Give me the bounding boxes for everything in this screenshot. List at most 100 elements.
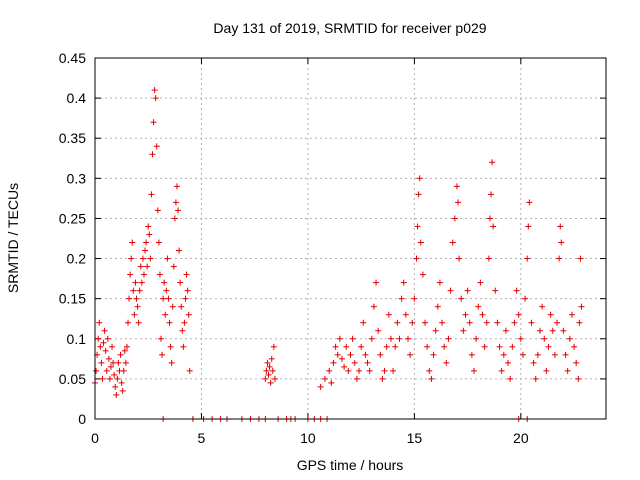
data-point <box>271 375 278 382</box>
data-point <box>103 367 110 374</box>
data-point <box>534 351 541 358</box>
data-point <box>266 363 273 370</box>
data-point <box>441 343 448 350</box>
data-point <box>370 303 377 310</box>
data-point <box>362 351 369 358</box>
data-point <box>140 271 147 278</box>
data-point <box>475 303 482 310</box>
data-point <box>99 375 106 382</box>
y-tick-label: 0.35 <box>59 130 86 146</box>
data-point <box>466 319 473 326</box>
data-point <box>428 375 435 382</box>
data-point <box>95 335 102 342</box>
data-point <box>470 367 477 374</box>
data-point <box>268 355 275 362</box>
data-point <box>447 287 454 294</box>
data-point <box>149 151 156 158</box>
data-point <box>165 295 172 302</box>
data-point <box>184 287 191 294</box>
data-points <box>92 87 585 422</box>
data-point <box>132 279 139 286</box>
data-point <box>479 311 486 318</box>
data-point <box>413 255 420 262</box>
data-point <box>576 319 583 326</box>
y-tick-label: 0.05 <box>59 371 86 387</box>
data-point <box>409 319 416 326</box>
data-point <box>488 191 495 198</box>
data-point <box>164 255 171 262</box>
data-point <box>483 319 490 326</box>
data-point <box>126 295 133 302</box>
data-point <box>557 223 564 230</box>
data-point <box>112 383 119 390</box>
data-point <box>502 327 509 334</box>
data-point <box>160 295 167 302</box>
data-point <box>556 255 563 262</box>
data-point <box>416 175 423 182</box>
data-point <box>394 319 401 326</box>
data-point <box>536 327 543 334</box>
data-point <box>541 335 548 342</box>
data-point <box>177 279 184 286</box>
data-point <box>485 255 492 262</box>
data-point <box>526 199 533 206</box>
data-point <box>458 295 465 302</box>
data-point <box>101 327 108 334</box>
data-point <box>400 279 407 286</box>
data-point <box>173 183 180 190</box>
data-point <box>123 343 130 350</box>
x-tick-label: 15 <box>407 430 423 446</box>
data-point <box>419 271 426 278</box>
data-point <box>515 311 522 318</box>
data-point <box>402 311 409 318</box>
data-point <box>262 375 269 382</box>
data-point <box>148 191 155 198</box>
data-point <box>547 311 554 318</box>
data-point <box>528 319 535 326</box>
data-point <box>562 351 569 358</box>
data-point <box>468 351 475 358</box>
data-point <box>464 287 471 294</box>
data-point <box>115 359 122 366</box>
data-point <box>127 271 134 278</box>
data-point <box>351 359 358 366</box>
data-point <box>430 351 437 358</box>
data-point <box>135 319 142 326</box>
data-point <box>436 279 443 286</box>
data-point <box>349 335 356 342</box>
data-point <box>524 255 531 262</box>
data-point <box>109 343 116 350</box>
data-point <box>136 287 143 294</box>
data-point <box>119 387 126 394</box>
data-point <box>422 319 429 326</box>
data-point <box>505 359 512 366</box>
y-tick-label: 0.4 <box>67 90 87 106</box>
data-point <box>125 319 132 326</box>
chart-title: Day 131 of 2019, SRMTID for receiver p02… <box>213 20 486 36</box>
data-point <box>111 371 118 378</box>
data-point <box>522 295 529 302</box>
data-point <box>489 159 496 166</box>
data-point <box>573 359 580 366</box>
data-point <box>179 327 186 334</box>
data-point <box>532 375 539 382</box>
data-point <box>481 343 488 350</box>
data-point <box>390 367 397 374</box>
data-point <box>426 367 433 374</box>
data-point <box>545 343 552 350</box>
data-point <box>144 263 151 270</box>
data-point <box>551 351 558 358</box>
data-point <box>110 359 117 366</box>
data-point <box>142 247 149 254</box>
data-point <box>105 355 112 362</box>
x-tick-label: 20 <box>513 430 529 446</box>
data-point <box>517 335 524 342</box>
data-point <box>358 343 365 350</box>
data-point <box>175 207 182 214</box>
data-point <box>460 327 467 334</box>
data-point <box>509 343 516 350</box>
data-point <box>577 255 584 262</box>
y-tick-label: 0.2 <box>67 251 87 267</box>
data-point <box>176 247 183 254</box>
data-point <box>162 311 169 318</box>
